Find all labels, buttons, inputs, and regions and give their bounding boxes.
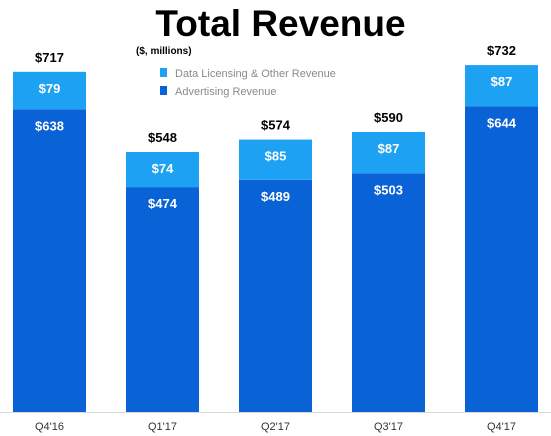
- legend-label-advertising: Advertising Revenue: [175, 86, 277, 98]
- x-tick-label-0: Q4'16: [35, 421, 64, 433]
- data-label-data-licensing-1: $74: [152, 161, 174, 176]
- data-label-data-licensing-0: $79: [39, 81, 61, 96]
- data-label-data-licensing-4: $87: [491, 74, 513, 89]
- legend-swatch-data-licensing: [160, 68, 167, 77]
- total-label-0: $717: [35, 50, 64, 65]
- bar-advertising-4: [465, 106, 538, 413]
- legend-label-data-licensing: Data Licensing & Other Revenue: [175, 68, 336, 80]
- bar-data-licensing-4: [465, 65, 538, 107]
- chart-title: Total Revenue: [155, 3, 406, 44]
- total-label-1: $548: [148, 130, 177, 145]
- bar-advertising-1: [126, 187, 199, 412]
- data-label-advertising-1: $474: [148, 196, 178, 211]
- data-label-advertising-0: $638: [35, 118, 64, 133]
- bar-data-licensing-3: [352, 132, 425, 174]
- x-tick-label-4: Q4'17: [487, 421, 516, 433]
- bar-advertising-3: [352, 173, 425, 412]
- total-label-4: $732: [487, 43, 516, 58]
- bar-data-licensing-2: [239, 139, 312, 180]
- units-label: ($, millions): [136, 46, 192, 57]
- x-tick-label-1: Q1'17: [148, 421, 177, 433]
- data-label-advertising-3: $503: [374, 182, 403, 197]
- bar-data-licensing-0: [13, 71, 86, 110]
- x-tick-label-2: Q2'17: [261, 421, 290, 433]
- data-label-advertising-4: $644: [487, 115, 517, 130]
- total-label-3: $590: [374, 110, 403, 125]
- bars-group: $638 $79 $717 $474 $74 $548 $489 $85 $574 $503 $87…: [13, 43, 538, 413]
- x-axis-ticks: Q4'16 Q1'17 Q2'17 Q3'17 Q4'17: [35, 421, 516, 433]
- legend: Data Licensing & Other Revenue Advertisi…: [160, 68, 336, 98]
- bar-advertising-2: [239, 180, 312, 412]
- data-label-data-licensing-3: $87: [378, 141, 400, 156]
- bar-data-licensing-1: [126, 152, 199, 188]
- total-label-2: $574: [261, 118, 291, 133]
- data-label-data-licensing-2: $85: [265, 149, 287, 164]
- legend-swatch-advertising: [160, 86, 167, 95]
- data-label-advertising-2: $489: [261, 189, 290, 204]
- bar-advertising-0: [13, 109, 86, 413]
- x-tick-label-3: Q3'17: [374, 421, 403, 433]
